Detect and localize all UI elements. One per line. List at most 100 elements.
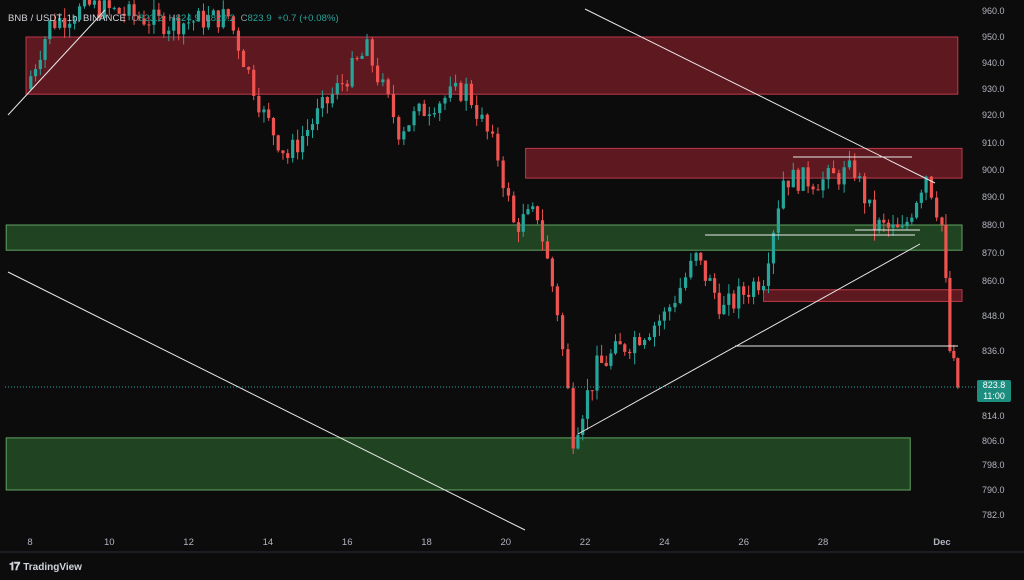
candle-body [919,192,923,203]
zone-resistance-2[interactable] [763,289,963,302]
time-tick-label: 24 [659,537,670,548]
price-tick-label: 910.0 [982,138,1005,148]
close-value: 823.9 [247,13,272,24]
candle-body [638,337,642,346]
candle-body [201,10,206,28]
last-price-badge: 823.8 11:00 [977,380,1011,402]
candle-body [831,168,836,174]
trendlines-layer [5,8,975,531]
zone-resistance-1[interactable] [525,147,963,179]
zone-support-3[interactable] [5,224,963,251]
candle-body [422,103,426,116]
candle-body [786,180,790,188]
candle-body [247,67,251,70]
price-axis[interactable]: 960.0 950.0 940.0 930.0 920.0 910.0 900.0 890.0… [975,0,1024,552]
candle-body [147,24,151,26]
trendline-2[interactable] [7,271,526,531]
candle-body [391,94,396,118]
candle-body [231,16,235,31]
price-tick-label: 848.0 [982,311,1005,321]
time-tick-label: 12 [183,537,194,548]
candle-body [335,83,339,95]
zone-resistance-0[interactable] [25,36,959,95]
candle-body [540,220,545,242]
time-tick-label: 28 [818,537,829,548]
last-price-value: 823.8 [982,380,1006,390]
candle-body [613,341,618,354]
tradingview-brand[interactable]: 𝟏𝟕 TradingView [9,561,82,574]
candle-body [609,353,613,366]
zones-layer [5,36,963,491]
candle-body [516,222,521,232]
price-tick-label: 860.0 [982,276,1005,286]
candle-body [97,0,101,18]
candle-body [345,83,349,87]
candle-body [628,351,632,354]
candle-body [221,9,225,28]
candle-body [713,278,717,293]
candle-body [699,252,703,261]
price-axis-bg [975,0,1024,552]
price-tick-label: 940.0 [982,58,1005,68]
candle-body [550,258,554,287]
candle-body [940,217,944,225]
candle-body [276,135,280,151]
candle-body [43,39,47,60]
candle-body [216,10,220,28]
candle-body [673,302,677,308]
zone-support-4[interactable] [5,437,911,491]
candle-body [464,83,468,101]
candle-body [910,217,914,222]
candle-body [320,97,325,109]
high-label: H [168,13,176,24]
candle-body [590,390,594,392]
candle-body [722,304,726,315]
candle-body [732,293,736,309]
candle-body [747,294,751,297]
candle-body [886,222,891,228]
trendline-3[interactable] [577,243,921,435]
candle-body [531,206,535,210]
candle-body [877,219,881,230]
candle-body [485,114,489,132]
candle-body [102,0,106,18]
open-value: 823.2 [138,13,164,24]
candle-body [633,337,637,354]
time-tick-label: 18 [421,537,432,548]
candle-body [459,82,463,101]
candle-body [397,117,401,140]
candle-body [801,167,805,191]
candle-body [948,278,952,351]
time-tick-label: 20 [501,537,512,548]
candle-body [952,350,956,359]
candle-body [365,39,369,56]
time-axis[interactable]: 8 10 12 14 16 18 20 22 24 26 28 Dec [0,537,1024,553]
low-label: L [205,13,211,24]
candle-body [652,325,657,338]
price-tick-label: 920.0 [982,110,1005,120]
candle-body [727,293,731,305]
candle-body [87,0,92,5]
candle-body [929,176,933,198]
candle-body [122,13,126,16]
trendline-1[interactable] [584,8,936,184]
candle-body [891,224,895,228]
candle-body [152,9,156,25]
candle-body [737,286,741,309]
candle-body [475,105,479,119]
trendline-0[interactable] [7,9,106,116]
candle-body [872,199,877,230]
candle-body [427,114,431,116]
candle-body [305,130,310,137]
brand-name: TradingView [23,562,82,573]
candle-body [386,79,390,95]
price-tick-label: 890.0 [982,192,1005,202]
candle-body [402,131,406,140]
candle-body [678,287,682,303]
candle-body [73,19,77,24]
symbol-label[interactable]: BNB / USDT, 1h, BINANCE [8,13,126,24]
candle-body [506,188,511,196]
candle-body [604,362,608,366]
candle-body [826,168,830,180]
